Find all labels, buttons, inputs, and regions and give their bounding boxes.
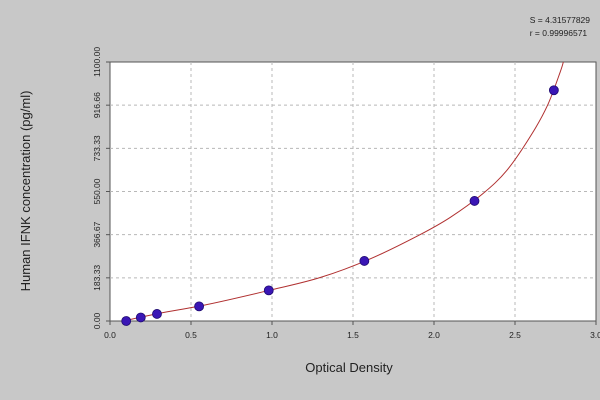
data-point [194,301,205,312]
data-point [263,285,274,296]
y-axis-title: Human IFNK concentration (pg/ml) [18,91,33,292]
data-point [152,309,162,319]
x-tick-label: 2.0 [428,330,440,340]
x-tick-label: 0.5 [185,330,197,340]
x-axis-title: Optical Density [305,360,393,375]
stat-s: S = 4.31577829 [529,15,590,25]
x-tick-label: 1.0 [266,330,278,340]
y-tick-label: 366.67 [92,221,102,247]
x-tick-label: 3.0 [590,330,600,340]
x-tick-label: 1.5 [347,330,359,340]
y-tick-label: 1100.00 [92,47,102,77]
data-point [121,316,132,326]
data-points [121,85,559,326]
grid-lines [110,62,596,321]
y-axis-ticks: 0.00 183.33 366.67 550.00 733.33 916.66 1100.0… [92,47,110,329]
data-point [548,85,559,96]
fit-statistics: S = 4.31577829 r = 0.99996571 [530,14,590,40]
fit-curve [121,62,564,321]
x-tick-label: 0.0 [104,330,116,340]
y-tick-label: 916.66 [92,92,102,118]
y-tick-label: 183.33 [92,265,102,291]
y-tick-label: 550.00 [92,178,102,204]
data-point [469,196,480,206]
data-point [135,312,146,323]
x-tick-label: 2.5 [509,330,521,340]
data-point [359,256,370,266]
y-tick-label: 733.33 [92,135,102,161]
stat-r: r = 0.99996571 [529,28,588,38]
y-tick-label: 0.00 [92,312,102,329]
x-axis-ticks: 0.0 0.5 1.0 1.5 2.0 2.5 3.0 [104,321,600,340]
